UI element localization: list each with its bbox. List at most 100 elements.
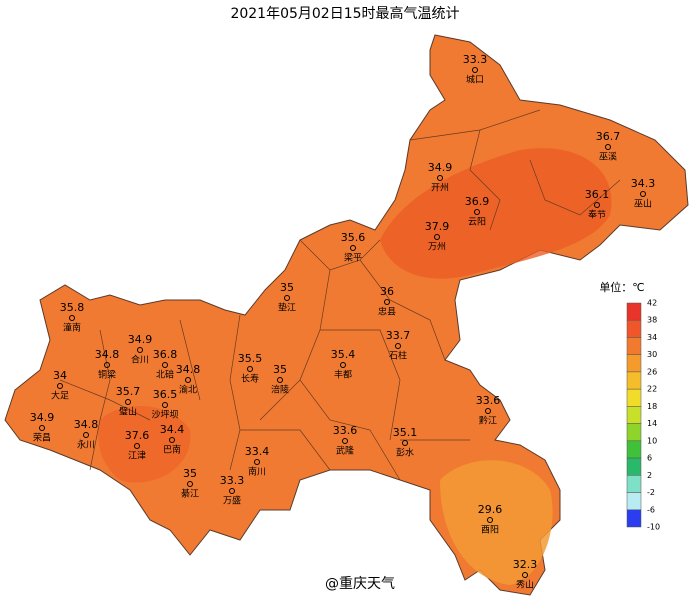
station-value: 33.7 — [386, 329, 411, 342]
legend-unit: 单位：℃ — [599, 280, 644, 294]
legend-tick-label: -2 — [647, 488, 655, 497]
station-value: 34 — [53, 369, 67, 382]
station-name: 沙坪坝 — [151, 410, 178, 421]
station-name: 北碚 — [156, 369, 174, 381]
station-value: 29.6 — [478, 503, 503, 516]
station-marker — [39, 425, 45, 431]
legend-tick-label: -10 — [647, 523, 660, 532]
station-value: 33.4 — [245, 445, 270, 458]
station-marker — [640, 191, 646, 197]
legend-swatch — [626, 337, 642, 355]
station-marker — [594, 202, 600, 208]
title: 2021年05月02日15时最高气温统计 — [230, 5, 459, 22]
station-name: 巫溪 — [599, 151, 617, 163]
station-value: 35.4 — [331, 348, 356, 361]
station-value: 36.8 — [153, 348, 178, 361]
region-outline — [4, 34, 689, 596]
station-marker — [522, 572, 528, 578]
cool-area — [440, 460, 553, 585]
station-name: 荣昌 — [33, 432, 51, 444]
station-name: 綦江 — [181, 488, 199, 500]
legend-tick-label: 34 — [647, 333, 657, 342]
station-value: 34.9 — [30, 411, 55, 424]
station-value: 35.6 — [341, 231, 366, 244]
station-value: 34.9 — [128, 333, 153, 346]
station-name: 黔江 — [479, 415, 497, 427]
station-value: 33.3 — [220, 474, 245, 487]
legend-tick-label: -6 — [647, 505, 655, 514]
station-name: 万州 — [428, 242, 446, 253]
legend: 单位：℃ 42 38 34 30 26 22 18 14 10 6 2 -2 -6 -10 — [599, 280, 660, 532]
station-name: 合川 — [131, 354, 149, 366]
legend-swatch — [626, 492, 642, 511]
legend-swatch — [626, 354, 642, 373]
station-name: 潼南 — [63, 322, 81, 334]
legend-swatch — [626, 423, 642, 442]
station-name: 长寿 — [241, 373, 259, 385]
station-name: 忠县 — [378, 307, 396, 318]
station-value: 36 — [380, 285, 394, 298]
station-marker — [350, 245, 356, 251]
station-value: 35.8 — [60, 301, 85, 314]
station-marker — [104, 362, 110, 368]
station-name: 城口 — [466, 75, 484, 86]
station-name: 武隆 — [336, 445, 354, 457]
hot-area — [98, 406, 191, 483]
legend-swatch — [626, 509, 642, 528]
legend-swatch — [626, 475, 642, 493]
station-name: 垫江 — [278, 302, 296, 314]
station-name: 梁平 — [344, 252, 362, 264]
district-borders — [59, 109, 621, 481]
station-value: 33.6 — [476, 394, 501, 407]
station-marker — [485, 408, 491, 414]
legend-tick-label: 42 — [647, 299, 657, 308]
station-marker — [169, 437, 175, 443]
legend-swatch — [626, 371, 642, 390]
station-value: 35 — [280, 281, 294, 294]
station-marker — [162, 362, 168, 368]
station-value: 32.3 — [513, 558, 538, 571]
station-value: 36.9 — [465, 195, 490, 208]
legend-swatch — [626, 440, 642, 459]
station-marker — [254, 459, 260, 465]
station-name: 璧山 — [119, 406, 137, 418]
station-marker — [437, 175, 443, 181]
station-marker — [185, 377, 191, 383]
station-value: 35 — [273, 363, 287, 376]
station-value: 35.7 — [116, 385, 141, 398]
legend-swatch — [626, 302, 642, 321]
legend-tick-label: 6 — [647, 454, 652, 463]
legend-swatch — [626, 319, 642, 338]
station-name: 涪陵 — [271, 384, 289, 396]
legend-tick-label: 26 — [647, 367, 657, 376]
station-marker — [137, 347, 143, 353]
station-name: 大足 — [51, 390, 69, 402]
station-value: 34.9 — [428, 161, 453, 174]
station-marker — [434, 234, 440, 240]
station-name: 巫山 — [634, 199, 652, 210]
station-value: 33.3 — [463, 53, 488, 66]
station-value: 35.1 — [393, 426, 418, 439]
station-marker — [247, 366, 253, 372]
legend-tick-label: 2 — [647, 471, 652, 480]
station-value: 36.5 — [153, 388, 178, 401]
station-marker — [340, 362, 346, 368]
station-marker — [69, 315, 75, 321]
station-marker — [277, 377, 283, 383]
station-name: 丰都 — [334, 369, 352, 381]
station-marker — [134, 443, 140, 449]
station-value: 34.3 — [631, 177, 656, 190]
station-value: 34.8 — [74, 418, 99, 431]
station-marker — [187, 481, 193, 487]
station-name: 奉节 — [588, 209, 606, 221]
station-name: 酉阳 — [481, 525, 499, 536]
station-marker — [83, 432, 89, 438]
station-name: 开州 — [431, 183, 449, 194]
station-value: 34.4 — [160, 423, 185, 436]
station-value: 36.1 — [585, 188, 610, 201]
station-name: 永川 — [77, 439, 95, 451]
station-marker — [342, 438, 348, 444]
station-marker — [384, 299, 390, 305]
